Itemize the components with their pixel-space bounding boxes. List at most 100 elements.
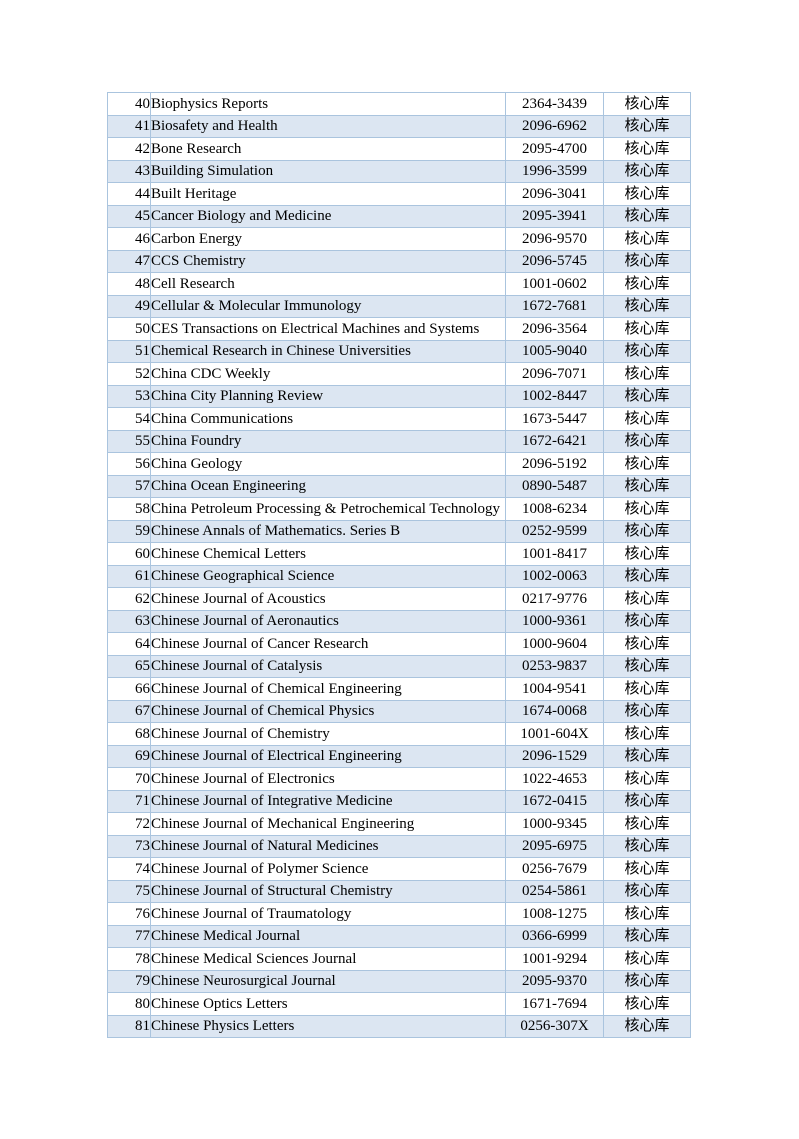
row-number: 78 [107,947,151,971]
category-label: 核心库 [603,182,691,206]
journal-name: China Petroleum Processing & Petrochemic… [150,497,506,521]
issn: 2095-3941 [505,204,604,228]
category-label: 核心库 [603,857,691,881]
row-number: 58 [107,497,151,521]
journal-name: Chinese Journal of Integrative Medicine [150,789,506,813]
issn: 1000-9361 [505,609,604,633]
category-label: 核心库 [603,519,691,543]
issn: 1008-1275 [505,902,604,926]
row-number: 62 [107,587,151,611]
journal-name: Chinese Medical Journal [150,924,506,948]
journal-name: China CDC Weekly [150,362,506,386]
issn: 2096-7071 [505,362,604,386]
row-number: 74 [107,857,151,881]
row-number: 57 [107,474,151,498]
issn: 2096-9570 [505,227,604,251]
category-label: 核心库 [603,294,691,318]
row-number: 56 [107,452,151,476]
table-row: 53 China City Planning Review 1002-8447 核心库 [107,384,691,408]
table-row: 76 Chinese Journal of Traumatology 1008-12… [107,902,691,926]
table-row: 71 Chinese Journal of Integrative Medicin… [107,789,691,813]
journal-name: China Communications [150,407,506,431]
row-number: 65 [107,654,151,678]
row-number: 59 [107,519,151,543]
journal-name: Chinese Journal of Aeronautics [150,609,506,633]
category-label: 核心库 [603,834,691,858]
category-label: 核心库 [603,812,691,836]
issn: 2096-5192 [505,452,604,476]
issn: 2096-6962 [505,114,604,138]
category-label: 核心库 [603,767,691,791]
table-row: 43 Building Simulation 1996-3599 核心库 [107,159,691,183]
table-row: 74 Chinese Journal of Polymer Science 0256… [107,857,691,881]
table-row: 59 Chinese Annals of Mathematics. Series … [107,519,691,543]
table-row: 50 CES Transactions on Electrical Machine… [107,317,691,341]
table-row: 72 Chinese Journal of Mechanical Engineer… [107,812,691,836]
journal-name: Biophysics Reports [150,92,506,116]
table-row: 52 China CDC Weekly 2096-7071 核心库 [107,362,691,386]
journal-name: Bone Research [150,137,506,161]
table-row: 55 China Foundry 1672-6421 核心库 [107,429,691,453]
journal-name: Chinese Optics Letters [150,992,506,1016]
category-label: 核心库 [603,722,691,746]
category-label: 核心库 [603,587,691,611]
journal-name: Chinese Chemical Letters [150,542,506,566]
row-number: 55 [107,429,151,453]
table-row: 66 Chinese Journal of Chemical Engineerin… [107,677,691,701]
table-row: 41 Biosafety and Health 2096-6962 核心库 [107,114,691,138]
table-row: 64 Chinese Journal of Cancer Research 1000… [107,632,691,656]
category-label: 核心库 [603,564,691,588]
issn: 1001-604X [505,722,604,746]
journal-name: Chinese Journal of Chemical Physics [150,699,506,723]
table-row: 54 China Communications 1673-5447 核心库 [107,407,691,431]
category-label: 核心库 [603,272,691,296]
issn: 1674-0068 [505,699,604,723]
table-row: 45 Cancer Biology and Medicine 2095-3941 核心… [107,204,691,228]
table-row: 63 Chinese Journal of Aeronautics 1000-936… [107,609,691,633]
table-row: 61 Chinese Geographical Science 1002-0063 核… [107,564,691,588]
issn: 1000-9604 [505,632,604,656]
issn: 1008-6234 [505,497,604,521]
issn: 0217-9776 [505,587,604,611]
journal-name: Chinese Journal of Structural Chemistry [150,879,506,903]
journal-name: Built Heritage [150,182,506,206]
journal-name: Chinese Journal of Electrical Engineerin… [150,744,506,768]
row-number: 72 [107,812,151,836]
journal-name: Biosafety and Health [150,114,506,138]
category-label: 核心库 [603,632,691,656]
journal-table-body: 40 Biophysics Reports 2364-3439 核心库 41 Biosaf… [107,92,691,1038]
table-row: 80 Chinese Optics Letters 1671-7694 核心库 [107,992,691,1016]
table-row: 48 Cell Research 1001-0602 核心库 [107,272,691,296]
category-label: 核心库 [603,114,691,138]
issn: 2364-3439 [505,92,604,116]
issn: 1001-0602 [505,272,604,296]
table-row: 47 CCS Chemistry 2096-5745 核心库 [107,249,691,273]
journal-name: China Geology [150,452,506,476]
row-number: 75 [107,879,151,903]
journal-name: Chinese Journal of Mechanical Engineerin… [150,812,506,836]
table-row: 79 Chinese Neurosurgical Journal 2095-9370… [107,969,691,993]
category-label: 核心库 [603,902,691,926]
issn: 2095-9370 [505,969,604,993]
row-number: 52 [107,362,151,386]
issn: 0890-5487 [505,474,604,498]
issn: 1001-8417 [505,542,604,566]
row-number: 76 [107,902,151,926]
table-row: 69 Chinese Journal of Electrical Engineer… [107,744,691,768]
table-row: 68 Chinese Journal of Chemistry 1001-604X 核… [107,722,691,746]
table-row: 73 Chinese Journal of Natural Medicines 20… [107,834,691,858]
journal-name: Chinese Neurosurgical Journal [150,969,506,993]
issn: 1673-5447 [505,407,604,431]
journal-table: 40 Biophysics Reports 2364-3439 核心库 41 Biosaf… [107,92,691,1038]
issn: 2095-6975 [505,834,604,858]
issn: 1022-4653 [505,767,604,791]
row-number: 54 [107,407,151,431]
row-number: 81 [107,1014,151,1038]
journal-name: Chinese Medical Sciences Journal [150,947,506,971]
issn: 0253-9837 [505,654,604,678]
table-row: 44 Built Heritage 2096-3041 核心库 [107,182,691,206]
row-number: 41 [107,114,151,138]
row-number: 68 [107,722,151,746]
issn: 0256-307X [505,1014,604,1038]
table-row: 42 Bone Research 2095-4700 核心库 [107,137,691,161]
